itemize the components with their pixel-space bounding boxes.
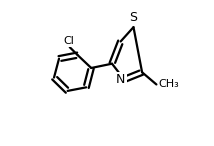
Text: Cl: Cl (63, 36, 74, 46)
Text: N: N (116, 73, 125, 86)
Text: CH₃: CH₃ (159, 79, 179, 89)
Text: S: S (129, 11, 138, 24)
